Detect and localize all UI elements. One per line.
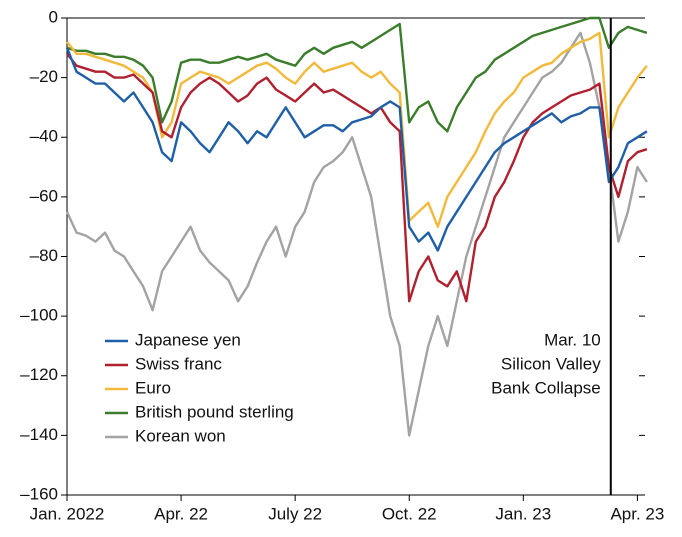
legend-label: Euro (135, 378, 171, 397)
y-tick-label: –120 (20, 365, 58, 384)
x-tick-label: Oct. 22 (382, 504, 437, 523)
annotation-text: Mar. 10 (544, 330, 601, 349)
annotation-text: Bank Collapse (491, 378, 601, 397)
series-line (66, 53, 648, 303)
series-line (65, 47, 648, 252)
x-tick-label: Apr. 22 (154, 504, 208, 523)
legend-label: Japanese yen (135, 330, 241, 349)
y-tick-label: –160 (20, 484, 58, 503)
y-tick-label: –40 (30, 127, 58, 146)
x-tick-label: Apr. 23 (610, 504, 664, 523)
y-tick-label: –80 (30, 246, 58, 265)
y-tick-label: 0 (49, 7, 58, 26)
y-tick-label: –60 (30, 186, 58, 205)
x-tick-label: July 22 (268, 504, 322, 523)
legend-label: British pound sterling (135, 402, 294, 421)
annotation-text: Silicon Valley (501, 354, 601, 373)
legend-label: Swiss franc (135, 354, 222, 373)
series-line (66, 16, 648, 133)
x-tick-label: Jan. 2022 (30, 504, 105, 523)
series-line (65, 31, 648, 437)
y-tick-label: –100 (20, 306, 58, 325)
series-line (66, 31, 648, 228)
y-tick-label: –140 (20, 425, 58, 444)
x-tick-label: Jan. 23 (495, 504, 551, 523)
y-tick-label: –20 (30, 67, 58, 86)
legend-label: Korean won (135, 426, 226, 445)
